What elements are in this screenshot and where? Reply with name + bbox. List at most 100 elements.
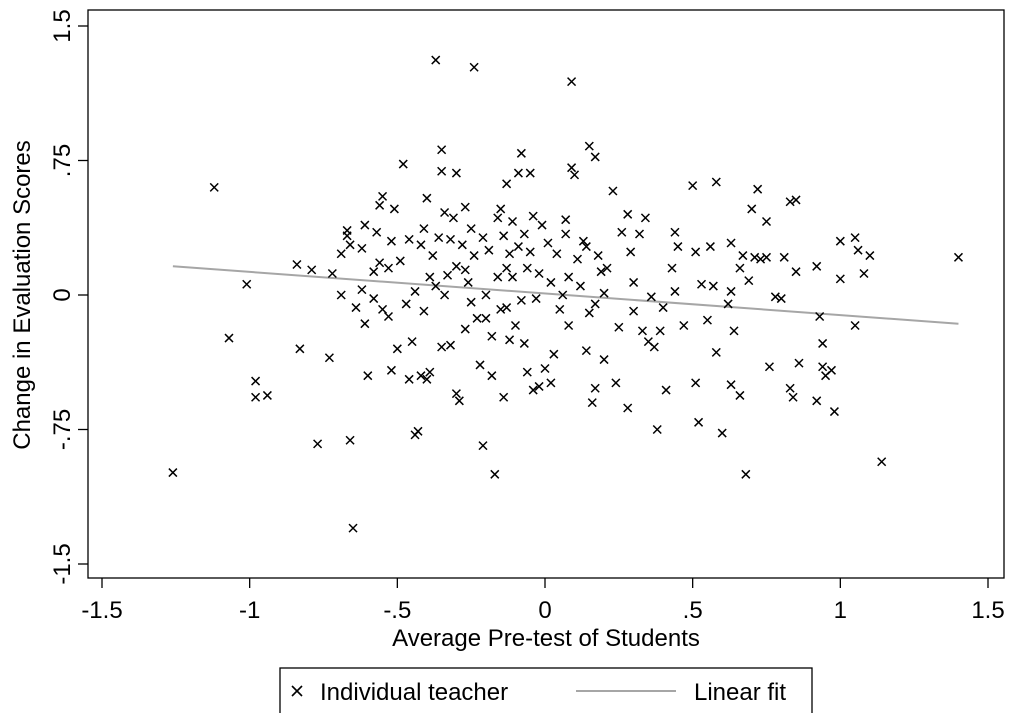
teacher-point [785, 197, 795, 207]
teacher-point [378, 191, 388, 201]
x-axis-title: Average Pre-test of Students [392, 625, 700, 652]
teacher-point [570, 170, 580, 180]
teacher-point [596, 267, 606, 277]
teacher-point [360, 220, 370, 230]
y-tick-label: 1.5 [49, 9, 76, 42]
teacher-point [705, 242, 715, 252]
teacher-point [546, 277, 556, 287]
teacher-point [741, 469, 751, 479]
teacher-point [617, 227, 627, 237]
teacher-point [404, 374, 414, 384]
teacher-point [525, 247, 535, 257]
teacher-point [463, 277, 473, 287]
teacher-point [466, 224, 476, 234]
x-tick-label: 1.5 [971, 597, 1004, 624]
teacher-point [658, 303, 668, 313]
teacher-point [469, 62, 479, 72]
legend-marker-x [291, 685, 303, 697]
teacher-point [637, 326, 647, 336]
teacher-point [750, 252, 760, 262]
teacher-point [410, 286, 420, 296]
teacher-point [726, 238, 736, 248]
teacher-point [502, 263, 512, 273]
teacher-point [593, 251, 603, 261]
x-axis-ticks: -1.5 -1 -.5 0 .5 1 1.5 [81, 578, 1005, 624]
teacher-point [726, 286, 736, 296]
teacher-point [242, 279, 252, 289]
teacher-point [711, 177, 721, 187]
teacher-point [516, 148, 526, 158]
teacher-point [522, 367, 532, 377]
teacher-point [451, 389, 461, 399]
teacher-point [516, 295, 526, 305]
teacher-point [584, 141, 594, 151]
teacher-point [493, 213, 503, 223]
x-tick-label: -1.5 [81, 597, 122, 624]
teacher-point [543, 238, 553, 248]
teacher-point [835, 236, 845, 246]
teacher-point [469, 251, 479, 261]
teacher-point [581, 346, 591, 356]
teacher-point [416, 240, 426, 250]
teacher-point [717, 428, 727, 438]
teacher-point [564, 320, 574, 331]
teacher-point [561, 215, 571, 225]
teacher-point [407, 337, 417, 347]
x-tick-label: .5 [683, 597, 703, 624]
teacher-point [818, 362, 828, 372]
teacher-point [599, 355, 609, 365]
teacher-point [472, 313, 482, 323]
teacher-point [348, 523, 358, 533]
teacher-point [440, 207, 450, 218]
teacher-point [791, 267, 801, 277]
teacher-point [649, 342, 659, 352]
teacher-point [475, 360, 485, 370]
teacher-point [313, 439, 323, 449]
fit-line-group [172, 265, 959, 325]
teacher-point [386, 236, 396, 246]
teacher-point [484, 245, 494, 255]
teacher-point [818, 338, 828, 348]
teacher-point [307, 265, 317, 275]
teacher-point [629, 306, 639, 316]
teacher-point [564, 272, 574, 282]
teacher-point [422, 193, 432, 203]
teacher-point [422, 374, 432, 384]
teacher-point [505, 335, 515, 345]
teacher-point [460, 324, 470, 334]
teacher-point [445, 340, 456, 350]
teacher-point [691, 378, 701, 388]
teacher-point [519, 338, 529, 348]
teacher-point [437, 145, 447, 155]
teacher-point [295, 344, 305, 354]
teacher-point [499, 231, 509, 241]
teacher-point [614, 322, 624, 332]
scatter-points [168, 55, 963, 533]
teacher-point [735, 390, 745, 400]
teacher-point [561, 229, 571, 239]
teacher-point [708, 281, 718, 291]
teacher-point [572, 254, 583, 264]
teacher-point [502, 179, 512, 189]
teacher-point [481, 313, 491, 323]
teacher-point [360, 319, 370, 329]
teacher-point [661, 385, 671, 395]
teacher-point [336, 249, 346, 259]
teacher-point [513, 168, 523, 178]
teacher-point [744, 276, 754, 286]
teacher-point [826, 365, 837, 375]
teacher-point [646, 292, 656, 302]
teacher-point [877, 457, 887, 467]
teacher-point [443, 270, 453, 280]
teacher-point [853, 245, 863, 255]
teacher-point [345, 240, 355, 250]
teacher-point [478, 233, 488, 243]
teacher-point [552, 249, 562, 259]
teacher-point [726, 380, 736, 390]
teacher-point [747, 204, 757, 214]
teacher-point [590, 152, 600, 162]
y-tick-label: 0 [49, 288, 76, 301]
teacher-point [537, 220, 547, 230]
teacher-point [688, 181, 698, 191]
teacher-point [496, 204, 506, 214]
